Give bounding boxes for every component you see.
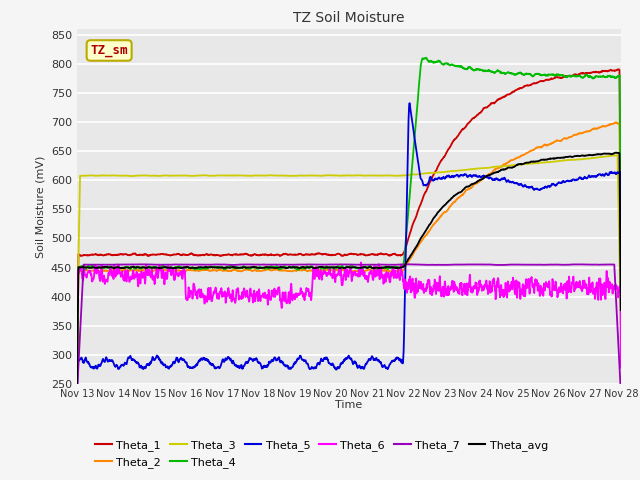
- Legend: Theta_1, Theta_2, Theta_3, Theta_4, Theta_5, Theta_6, Theta_7, Theta_avg: Theta_1, Theta_2, Theta_3, Theta_4, Thet…: [91, 436, 552, 472]
- Text: TZ_sm: TZ_sm: [90, 44, 128, 57]
- Y-axis label: Soil Moisture (mV): Soil Moisture (mV): [35, 155, 45, 258]
- Title: TZ Soil Moisture: TZ Soil Moisture: [293, 11, 404, 25]
- X-axis label: Time: Time: [335, 400, 362, 410]
